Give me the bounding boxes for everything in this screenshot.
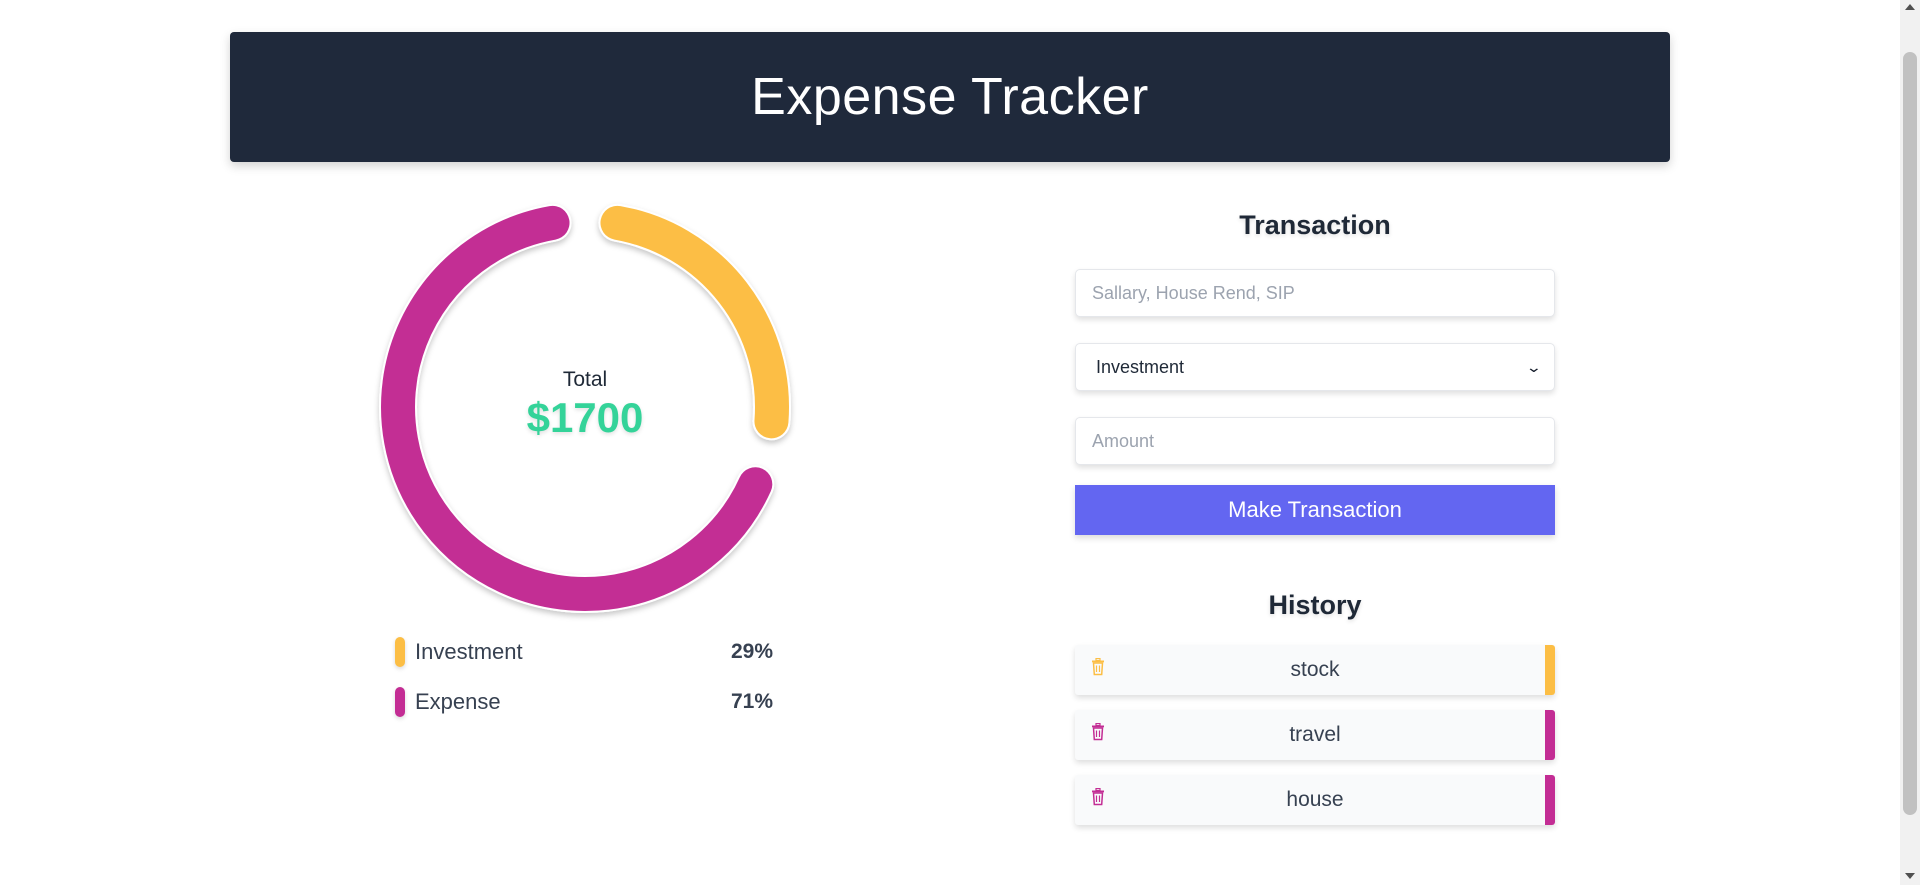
total-value: $1700: [526, 394, 644, 441]
legend-label: Expense: [415, 689, 501, 714]
trash-icon[interactable]: [1091, 723, 1105, 741]
donut-segment-expense[interactable]: [381, 205, 773, 611]
trash-icon[interactable]: [1091, 658, 1105, 676]
donut-chart-svg: [379, 203, 791, 613]
history-type-bar: [1545, 775, 1555, 825]
chevron-down-icon: ⌄: [1525, 358, 1543, 375]
trash-icon[interactable]: [1091, 788, 1105, 806]
history-item-travel: travel: [1075, 710, 1555, 760]
app-header: Expense Tracker: [230, 32, 1670, 162]
make-transaction-button[interactable]: Make Transaction: [1075, 485, 1555, 535]
history-type-bar: [1545, 645, 1555, 695]
scroll-up-arrow-icon[interactable]: [1905, 4, 1915, 10]
transaction-type-value: Investment: [1096, 356, 1185, 377]
legend-label: Investment: [415, 639, 523, 664]
legend-percent: 71%: [730, 690, 773, 713]
transaction-type-select[interactable]: Investment ⌄: [1075, 343, 1555, 391]
scroll-down-arrow-icon[interactable]: [1905, 873, 1915, 879]
app-title: Expense Tracker: [751, 68, 1149, 126]
transaction-name-input[interactable]: [1075, 269, 1555, 317]
transaction-form: Transaction Investment ⌄ Make Transactio…: [1075, 210, 1555, 535]
history-list: stock travel: [1075, 645, 1555, 825]
transaction-type-wrapper: Investment ⌄: [1075, 343, 1555, 391]
history-item-stock: stock: [1075, 645, 1555, 695]
legend-swatch-investment: [395, 637, 405, 667]
donut-segment-investment[interactable]: [600, 205, 789, 439]
page-scrollbar[interactable]: [1900, 0, 1920, 885]
history-type-bar: [1545, 710, 1555, 760]
chart-center: Total $1700: [380, 202, 790, 612]
history-title: History: [1268, 590, 1362, 620]
legend-swatch-expense: [395, 687, 405, 717]
history-item-house: house: [1075, 775, 1555, 825]
legend-percent: 29%: [730, 640, 773, 663]
history-item-name: travel: [1289, 723, 1341, 746]
donut-chart: Total $1700: [379, 202, 791, 613]
legend-item-investment: Investment 29%: [395, 636, 773, 668]
history-section: History stock: [1075, 590, 1555, 840]
history-item-name: house: [1286, 788, 1344, 811]
history-item-name: stock: [1290, 658, 1340, 681]
scrollbar-thumb[interactable]: [1903, 52, 1917, 815]
chart-legend: Investment 29% Expense 71%: [395, 636, 773, 736]
total-label: Total: [562, 368, 608, 391]
amount-input[interactable]: [1075, 417, 1555, 465]
transaction-title: Transaction: [1239, 210, 1391, 240]
legend-item-expense: Expense 71%: [395, 686, 773, 718]
